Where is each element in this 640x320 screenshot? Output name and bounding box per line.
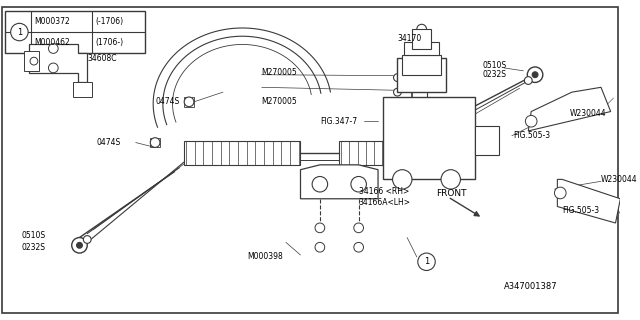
Text: FIG.505-3: FIG.505-3 <box>514 131 551 140</box>
Bar <box>150 138 160 148</box>
Text: 34170: 34170 <box>397 34 422 43</box>
Circle shape <box>312 176 328 192</box>
Text: 0474S: 0474S <box>97 138 121 147</box>
Circle shape <box>30 57 38 65</box>
Circle shape <box>417 24 426 34</box>
Bar <box>383 97 475 180</box>
Text: (1706-): (1706-) <box>95 38 123 47</box>
Circle shape <box>354 242 364 252</box>
Circle shape <box>441 170 460 189</box>
Circle shape <box>392 170 412 189</box>
Bar <box>404 42 439 55</box>
Circle shape <box>49 63 58 73</box>
Bar <box>397 58 446 92</box>
Bar <box>5 11 145 53</box>
Text: FIG.347-7: FIG.347-7 <box>320 117 357 126</box>
Circle shape <box>525 116 537 127</box>
Circle shape <box>554 187 566 199</box>
Text: W230044: W230044 <box>601 175 637 184</box>
Polygon shape <box>528 87 611 131</box>
Text: M270005: M270005 <box>262 68 298 77</box>
Circle shape <box>354 223 364 233</box>
Bar <box>24 52 39 71</box>
Text: 34608C: 34608C <box>87 54 116 63</box>
Text: 0510S: 0510S <box>483 60 507 69</box>
Text: 34166 <RH>: 34166 <RH> <box>358 187 409 196</box>
Circle shape <box>418 38 426 46</box>
Circle shape <box>315 223 324 233</box>
Text: 34166A<LH>: 34166A<LH> <box>358 198 411 207</box>
Circle shape <box>315 242 324 252</box>
Text: 0474S: 0474S <box>155 97 179 106</box>
Text: W230044: W230044 <box>570 109 607 118</box>
Circle shape <box>77 242 83 248</box>
Circle shape <box>72 237 87 253</box>
Circle shape <box>49 44 58 53</box>
Text: M000398: M000398 <box>247 252 283 261</box>
Circle shape <box>83 236 91 244</box>
Text: M000462: M000462 <box>34 38 70 47</box>
Circle shape <box>184 97 194 107</box>
Text: M000372: M000372 <box>34 17 70 26</box>
Text: 1: 1 <box>17 28 22 36</box>
Bar <box>412 29 431 49</box>
Circle shape <box>11 23 28 41</box>
Bar <box>403 55 441 75</box>
Polygon shape <box>557 180 620 223</box>
Circle shape <box>418 253 435 270</box>
Bar <box>184 140 301 165</box>
Circle shape <box>351 176 367 192</box>
Text: FIG.505-3: FIG.505-3 <box>562 206 599 215</box>
Circle shape <box>394 88 401 96</box>
Bar <box>184 97 194 107</box>
Bar <box>339 140 417 165</box>
Text: (-1706): (-1706) <box>95 17 123 26</box>
Polygon shape <box>29 44 87 83</box>
Circle shape <box>527 67 543 83</box>
Circle shape <box>532 72 538 78</box>
Bar <box>73 83 92 97</box>
Text: 0232S: 0232S <box>483 70 507 79</box>
Text: 0510S: 0510S <box>21 231 45 240</box>
Bar <box>475 126 499 155</box>
Circle shape <box>394 74 401 82</box>
Text: FRONT: FRONT <box>436 189 467 198</box>
Text: 1: 1 <box>424 257 429 266</box>
Text: 0232S: 0232S <box>21 243 45 252</box>
Circle shape <box>524 76 532 84</box>
Text: M270005: M270005 <box>262 97 298 106</box>
Polygon shape <box>301 165 378 199</box>
Circle shape <box>150 138 160 148</box>
Text: A347001387: A347001387 <box>504 282 557 291</box>
